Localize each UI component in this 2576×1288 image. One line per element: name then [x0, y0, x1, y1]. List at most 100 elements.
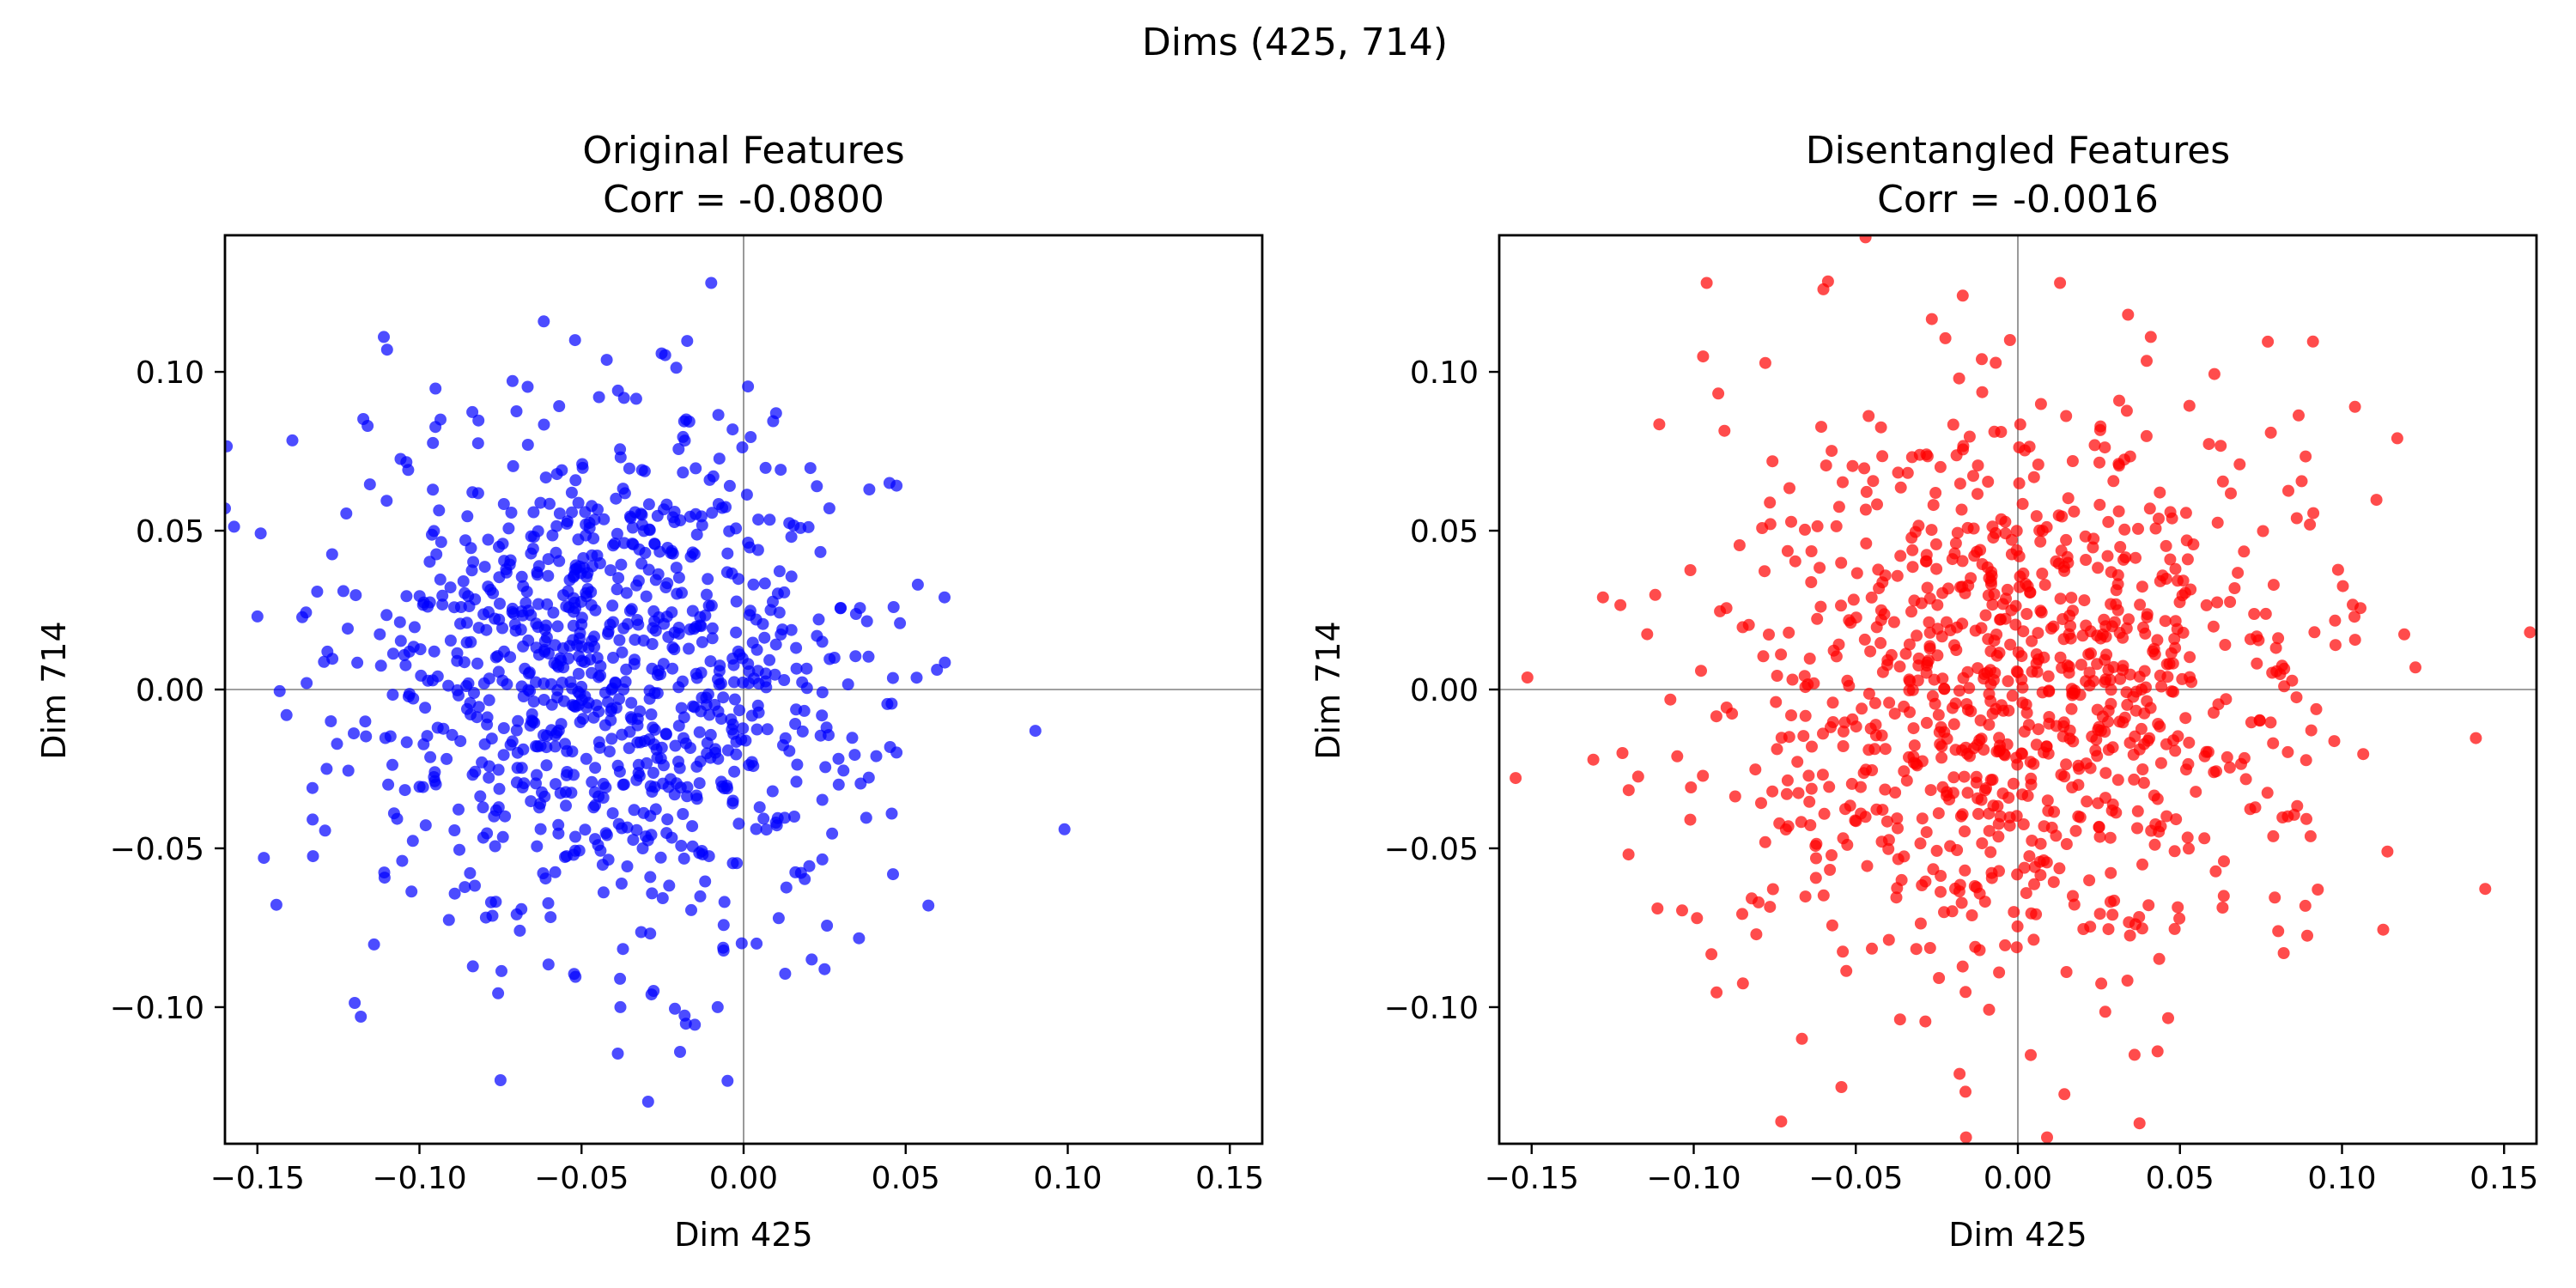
- scatter-point: [647, 767, 659, 779]
- scatter-point: [458, 656, 471, 669]
- scatter-point: [394, 635, 407, 647]
- scatter-point: [526, 715, 539, 728]
- scatter-point: [1840, 964, 1853, 977]
- scatter-point: [484, 583, 497, 596]
- scatter-point: [763, 653, 776, 666]
- scatter-point: [2312, 884, 2324, 896]
- scatter-point: [593, 741, 606, 754]
- scatter-point: [2060, 533, 2073, 546]
- scatter-point: [379, 732, 392, 744]
- scatter-point: [862, 650, 875, 663]
- scatter-point: [471, 487, 484, 500]
- scatter-point: [1965, 909, 1978, 921]
- scatter-point: [626, 521, 639, 534]
- scatter-point: [1938, 683, 1951, 696]
- scatter-point: [669, 739, 682, 752]
- scatter-point: [641, 834, 654, 847]
- scatter-point: [225, 440, 234, 453]
- scatter-point: [1879, 783, 1892, 796]
- scatter-point: [821, 920, 834, 932]
- scatter-point: [1979, 609, 1992, 622]
- scatter-point: [2154, 756, 2167, 769]
- scatter-point: [2107, 475, 2120, 488]
- scatter-point: [1961, 787, 1974, 799]
- scatter-point: [586, 549, 598, 562]
- scatter-point: [637, 806, 650, 819]
- scatter-point: [721, 547, 734, 560]
- scatter-point: [2060, 410, 2073, 422]
- scatter-point: [2016, 788, 2029, 801]
- scatter-point: [2310, 702, 2323, 715]
- scatter-point: [1912, 652, 1925, 665]
- scatter-point: [1695, 665, 1707, 677]
- scatter-point: [1920, 666, 1933, 679]
- scatter-point: [2034, 869, 2047, 882]
- scatter-point: [2178, 586, 2191, 599]
- scatter-point: [444, 581, 457, 594]
- scatter-point: [1959, 1085, 1971, 1098]
- scatter-point: [629, 392, 642, 405]
- scatter-point: [637, 635, 650, 647]
- scatter-point: [853, 932, 866, 945]
- scatter-point: [549, 866, 562, 878]
- scatter-point: [1924, 784, 1937, 797]
- scatter-point: [2123, 737, 2136, 750]
- scatter-point: [453, 803, 465, 816]
- scatter-point: [451, 647, 464, 659]
- scatter-point: [1757, 650, 1770, 663]
- scatter-point: [884, 741, 896, 753]
- scatter-point: [592, 839, 605, 852]
- scatter-point: [496, 830, 509, 843]
- scatter-point: [2153, 513, 2165, 525]
- scatter-point: [2261, 787, 2274, 799]
- scatter-point: [1805, 782, 1818, 795]
- scatter-point: [1976, 353, 1988, 366]
- scatter-point: [2018, 861, 2031, 874]
- scatter-point: [1879, 569, 1892, 582]
- scatter-point: [2328, 735, 2341, 748]
- scatter-point: [758, 577, 771, 590]
- scatter-point: [2479, 883, 2492, 896]
- scatter-point: [883, 477, 896, 489]
- scatter-point: [517, 640, 530, 653]
- scatter-point: [1728, 790, 1741, 803]
- scatter-point: [427, 483, 440, 496]
- scatter-point: [832, 778, 845, 791]
- scatter-point: [2060, 966, 2073, 978]
- scatter-point: [2017, 818, 2030, 830]
- scatter-point: [2043, 685, 2056, 698]
- scatter-point: [2300, 450, 2312, 463]
- scatter-point: [402, 464, 415, 477]
- scatter-point: [621, 821, 634, 834]
- scatter-point: [1953, 885, 1965, 898]
- scatter-point: [2035, 606, 2048, 619]
- scatter-point: [1720, 702, 1733, 714]
- scatter-point: [728, 676, 740, 689]
- scatter-point: [2135, 722, 2148, 735]
- scatter-point: [307, 813, 319, 826]
- scatter-point: [386, 689, 399, 702]
- scatter-point: [1963, 430, 1976, 443]
- scatter-point: [607, 616, 619, 629]
- scatter-point: [2066, 455, 2079, 467]
- scatter-point: [1901, 466, 1914, 479]
- axes-frame: [1498, 234, 2538, 1145]
- scatter-point: [2026, 635, 2038, 647]
- scatter-point: [614, 972, 627, 985]
- scatter-point: [544, 911, 557, 924]
- scatter-point: [2078, 594, 2091, 607]
- scatter-point: [2377, 923, 2390, 936]
- scatter-point: [1927, 499, 1940, 512]
- scatter-point: [565, 486, 578, 499]
- scatter-point: [773, 565, 786, 578]
- scatter-point: [2308, 626, 2321, 639]
- scatter-point: [1876, 804, 1889, 817]
- scatter-point: [1880, 659, 1893, 671]
- scatter-point: [2269, 891, 2281, 904]
- scatter-point: [1849, 814, 1862, 827]
- scatter-point: [1817, 283, 1830, 295]
- scatter-point: [666, 662, 679, 675]
- scatter-point: [2181, 553, 2194, 566]
- scatter-point: [1919, 555, 1932, 568]
- scatter-point: [510, 776, 523, 789]
